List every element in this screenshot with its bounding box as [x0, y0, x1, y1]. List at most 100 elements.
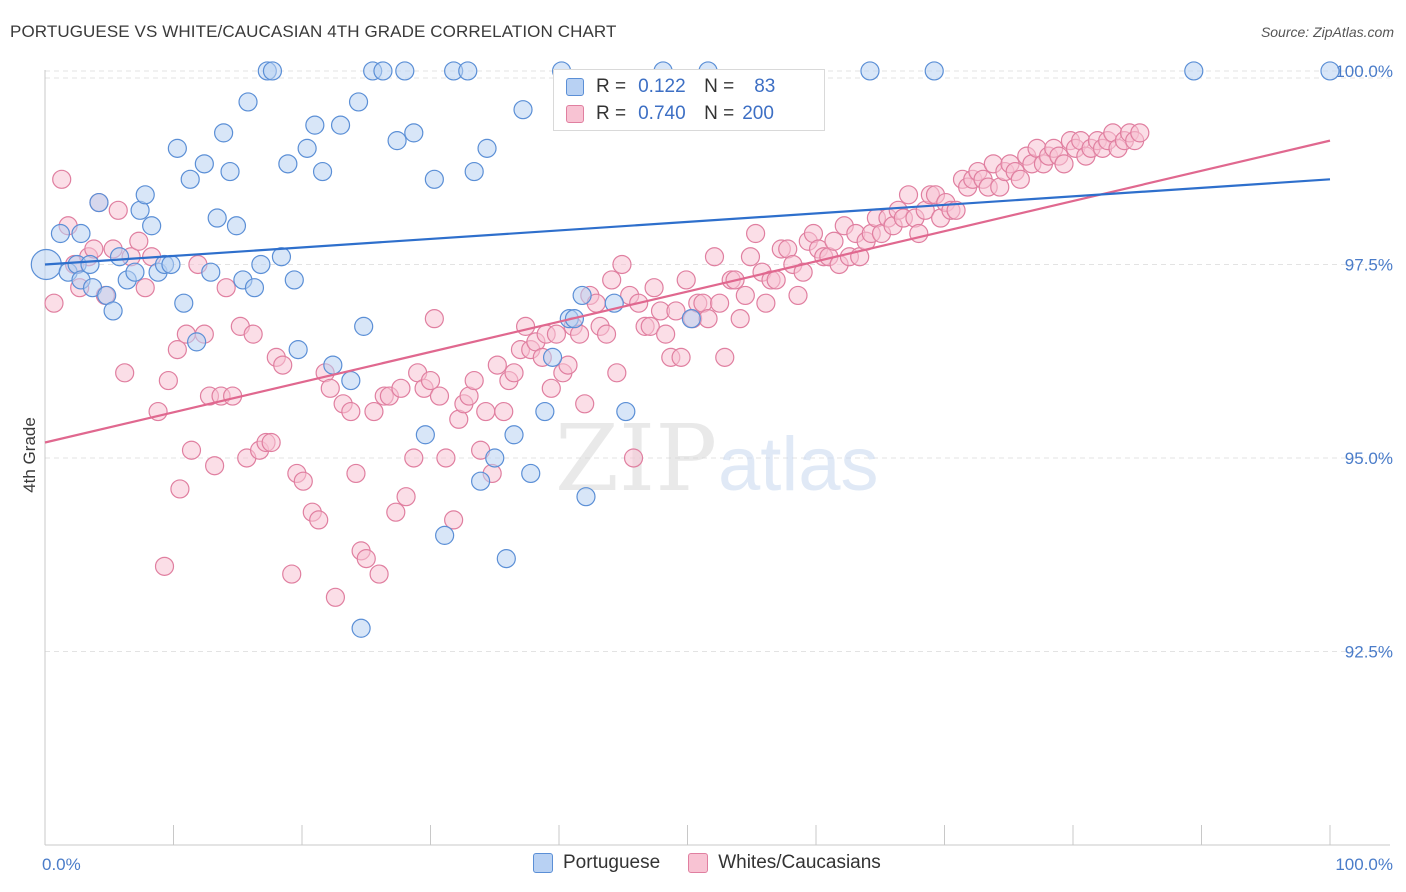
gridlines — [45, 70, 1390, 652]
portuguese-point — [187, 332, 207, 352]
x-tick-label-max: 100.0% — [1335, 855, 1393, 874]
whites-point — [424, 309, 444, 329]
bottom-legend: Portuguese Whites/Caucasians — [533, 852, 909, 874]
portuguese-point — [485, 448, 505, 468]
portuguese-point — [348, 92, 369, 112]
portuguese-point — [125, 262, 145, 282]
x-tick-label-min: 0.0% — [42, 855, 81, 874]
whites-point — [282, 564, 302, 584]
whites-point — [494, 401, 514, 422]
whites-point — [420, 370, 441, 391]
portuguese-point — [341, 370, 361, 391]
whites-point — [756, 293, 776, 313]
whites-point — [170, 479, 190, 499]
whites-point — [515, 316, 536, 336]
legend-r-label: R = — [596, 76, 627, 97]
portuguese-point — [404, 123, 424, 143]
whites-point — [309, 510, 329, 530]
portuguese-point — [535, 401, 555, 422]
portuguese-point — [330, 115, 351, 135]
whites-point — [273, 355, 293, 375]
whites-point — [793, 262, 813, 282]
portuguese-point — [504, 425, 524, 445]
portuguese-point — [194, 154, 214, 174]
legend-swatch-pink — [566, 105, 584, 123]
whites-point — [740, 247, 761, 267]
portuguese-point — [244, 278, 265, 298]
portuguese-point — [354, 316, 374, 336]
whites-point — [730, 309, 750, 329]
portuguese-point — [471, 471, 491, 491]
whites-point — [623, 448, 644, 468]
portuguese-point — [135, 185, 155, 205]
whites-point — [602, 270, 622, 290]
portuguese-point — [435, 525, 455, 545]
portuguese-point — [142, 216, 162, 236]
whites-point — [1054, 154, 1074, 174]
whites-point — [167, 340, 187, 360]
portuguese-point — [297, 138, 317, 158]
whites-point — [596, 324, 617, 344]
legend-swatch-blue — [566, 78, 584, 96]
portuguese-point — [50, 223, 71, 244]
whites-point — [1130, 123, 1150, 143]
bottom-legend-label: Portuguese — [563, 852, 661, 873]
legend-n-value: 83 — [754, 76, 776, 97]
whites-point — [575, 394, 595, 414]
whites-point — [788, 285, 808, 306]
whites-point — [396, 487, 416, 507]
whites-point — [666, 301, 686, 321]
whites-point — [369, 564, 389, 584]
whites-point — [476, 401, 496, 422]
whites-point — [216, 278, 236, 298]
y-axis-title: 4th Grade — [20, 417, 39, 493]
portuguese-point — [71, 223, 91, 244]
whites-point — [676, 270, 696, 290]
y-tick-label: 97.5% — [1345, 255, 1393, 274]
whites-point — [671, 347, 691, 367]
portuguese-point — [174, 293, 194, 313]
portuguese-point — [109, 247, 130, 267]
portuguese-point — [477, 138, 497, 158]
whites-point — [429, 386, 450, 406]
portuguese-point — [284, 270, 304, 290]
whites-point — [108, 200, 128, 220]
y-axis-label: 4th Grade — [20, 417, 39, 493]
whites-point — [715, 347, 735, 367]
whites-point — [154, 556, 175, 576]
trend-line-portuguese — [44, 178, 1331, 266]
portuguese-point — [305, 115, 325, 135]
portuguese-point — [681, 309, 701, 329]
portuguese-point — [1184, 61, 1204, 81]
portuguese-point — [271, 247, 292, 267]
portuguese-point — [220, 161, 240, 182]
series-whites-points — [44, 123, 1150, 607]
y-tick-labels: 92.5% 95.0% 97.5% 100.0% — [1335, 62, 1393, 662]
legend-row-whites: R = 0.740 N = 200 — [566, 102, 774, 126]
whites-point — [346, 463, 366, 484]
bottom-legend-swatch-pink — [688, 853, 709, 873]
y-tick-label: 95.0% — [1345, 449, 1393, 468]
whites-point — [746, 223, 766, 244]
legend-r-value: 0.122 — [638, 76, 686, 97]
whites-point — [656, 324, 676, 344]
whites-point — [824, 231, 844, 251]
watermark: ZIP atlas — [555, 405, 879, 512]
whites-point — [135, 278, 155, 298]
portuguese-point — [572, 285, 592, 306]
source-label: Source: ZipAtlas.com — [1260, 24, 1394, 40]
whites-point — [541, 378, 561, 398]
whites-point — [404, 448, 424, 468]
bottom-legend-label: Whites/Caucasians — [718, 852, 881, 873]
bottom-legend-whites: Whites/Caucasians — [688, 852, 881, 874]
portuguese-point — [201, 262, 221, 282]
whites-point — [320, 378, 340, 398]
whites-point — [129, 231, 149, 251]
whites-point — [735, 285, 755, 306]
portuguese-point — [278, 154, 298, 174]
whites-point — [205, 456, 225, 476]
portuguese-point — [207, 208, 227, 228]
portuguese-point — [214, 123, 234, 143]
legend-r-value: 0.740 — [638, 103, 686, 124]
portuguese-point — [226, 216, 247, 236]
